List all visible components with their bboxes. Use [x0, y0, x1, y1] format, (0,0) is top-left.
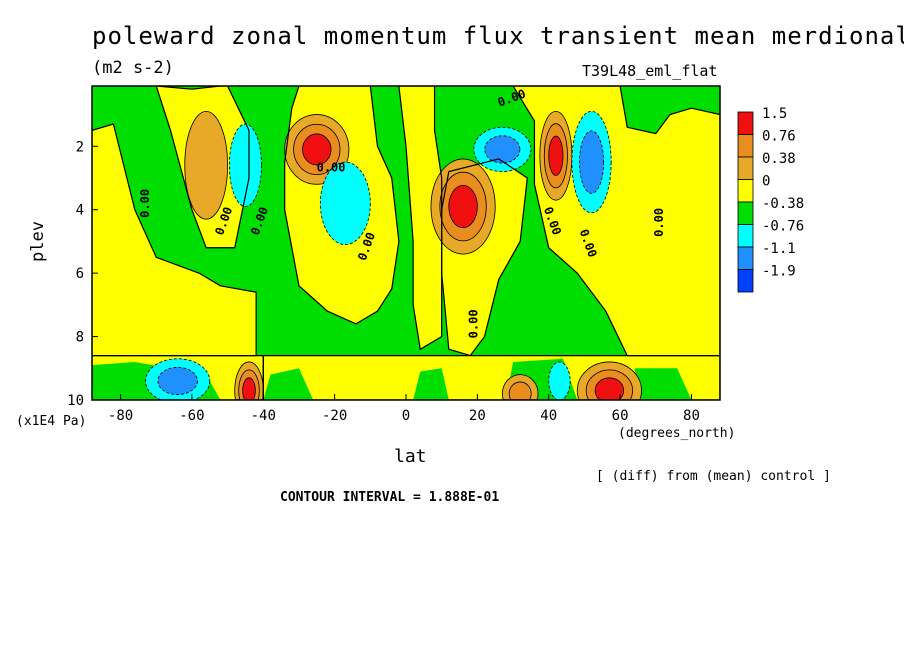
x-tick-label: 20 — [469, 408, 486, 424]
legend-label: 0.76 — [762, 129, 796, 145]
extremum-10-level-2 — [484, 135, 521, 164]
legend-swatch — [737, 224, 754, 248]
chart-units: (m2 s-2) — [92, 58, 174, 78]
extremum-6-level-3 — [242, 377, 256, 400]
y-tick-label: 8 — [76, 330, 84, 346]
y-tick-label: 10 — [67, 393, 84, 409]
x-tick-label: 0 — [402, 408, 410, 424]
extremum-4-level-3 — [548, 135, 564, 176]
extremum-12-level-2 — [157, 366, 198, 396]
difference-note: [ (diff) from (mean) control ] — [596, 469, 831, 484]
legend-swatch — [737, 134, 754, 158]
negative-region-5 — [634, 368, 692, 400]
legend-label: -1.9 — [762, 264, 796, 280]
legend-label: 1.5 — [762, 106, 787, 122]
x-tick-label: 60 — [612, 408, 629, 424]
experiment-label: T39L48_eml_flat — [582, 62, 718, 80]
legend-label: -0.76 — [762, 219, 804, 235]
legend-label: -0.38 — [762, 196, 804, 212]
extremum-5-level-3 — [594, 377, 625, 400]
contour-interval: CONTOUR INTERVAL = 1.888E-01 — [280, 490, 500, 505]
legend-swatch — [737, 179, 754, 203]
contour-label-5: 0.00 — [317, 161, 346, 175]
legend-swatch — [737, 201, 754, 225]
chart-title: poleward zonal momentum flux transient m… — [92, 22, 904, 50]
negative-region-3 — [413, 368, 449, 400]
extremum-3-level-3 — [448, 184, 478, 229]
x-axis-label: lat — [394, 446, 427, 467]
x-tick-label: -40 — [251, 408, 276, 424]
negative-region-2 — [263, 368, 314, 400]
positive-region-4 — [398, 86, 442, 350]
legend-label: -1.1 — [762, 241, 796, 257]
zero-contour-3 — [284, 86, 400, 325]
x-tick-label: -20 — [322, 408, 347, 424]
x-tick-label: -80 — [108, 408, 133, 424]
y-tick-label: 2 — [76, 139, 84, 155]
x-axis-units: (degrees_north) — [618, 426, 736, 441]
extremum-2-level-3 — [302, 133, 332, 166]
zero-contour-5 — [441, 158, 528, 357]
zero-contour-4 — [398, 86, 443, 351]
extremum-1-level-1 — [184, 110, 228, 220]
x-tick-label: -60 — [179, 408, 204, 424]
contour-label-1: 0.00 — [138, 189, 152, 218]
legend-swatch — [737, 246, 754, 270]
legend-swatch — [737, 156, 754, 180]
extremum-13-level-1 — [548, 361, 571, 400]
legend-label: 0.38 — [762, 151, 796, 167]
legend-label: 0 — [762, 174, 770, 190]
y-tick-label: 6 — [76, 266, 84, 282]
contour-label-10: 0.00 — [652, 208, 666, 237]
legend-swatch — [737, 269, 754, 293]
y-tick-label: 4 — [76, 203, 84, 219]
zero-contour-6 — [512, 86, 720, 357]
y-axis-units: (x1E4 Pa) — [16, 414, 87, 429]
contour-label-7: 0.00 — [466, 309, 480, 338]
extremum-11-level-2 — [579, 130, 605, 194]
x-tick-label: 80 — [683, 408, 700, 424]
extremum-9-level-1 — [319, 161, 371, 245]
zero-contour-8 — [92, 354, 264, 400]
extremum-7-level-2 — [508, 381, 532, 400]
x-tick-label: 40 — [540, 408, 557, 424]
positive-region-2 — [92, 124, 257, 356]
legend-swatch — [737, 111, 754, 135]
zero-contour-1 — [92, 86, 250, 249]
